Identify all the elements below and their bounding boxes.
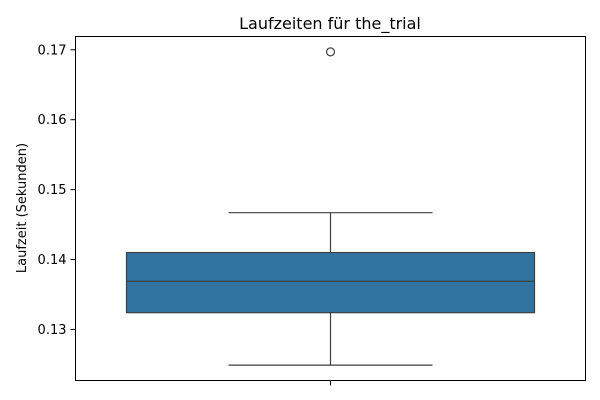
boxplot: [125, 47, 536, 366]
y-tick-label: 0.16: [38, 113, 67, 128]
chart-title: Laufzeiten für the_trial: [239, 14, 421, 34]
y-tick-label: 0.14: [38, 253, 67, 268]
y-axis-label: Laufzeit (Sekunden): [15, 143, 30, 273]
outlier-point: [325, 47, 336, 57]
y-tick-label: 0.17: [38, 43, 67, 58]
iqr-box: [125, 251, 536, 314]
y-axis: 0.13 0.14 0.15 0.16 0.17: [38, 43, 76, 338]
y-tick-label: 0.15: [38, 183, 67, 198]
y-tick-label: 0.13: [38, 323, 67, 338]
